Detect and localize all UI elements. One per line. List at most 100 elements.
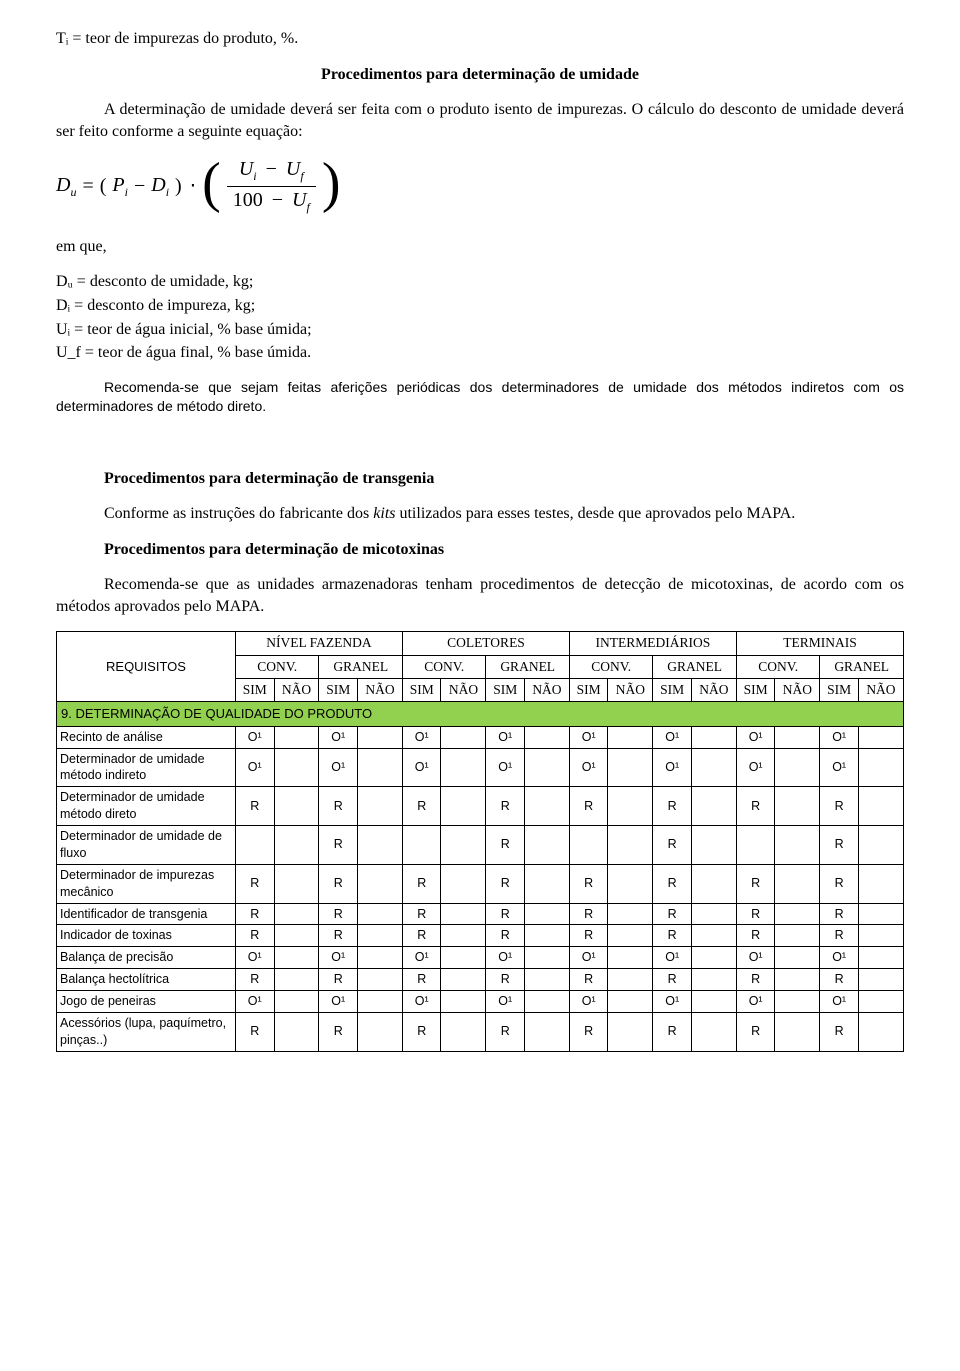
cell-nao [691,787,736,826]
table-row: Balança de precisãoO¹O¹O¹O¹O¹O¹O¹O¹ [57,947,904,969]
cell-nao [357,864,402,903]
header-sim: SIM [319,678,358,701]
header-sim: SIM [402,678,441,701]
em-que: em que, [56,236,904,258]
cell-sim: O¹ [569,947,608,969]
header-intermediarios: INTERMEDIÁRIOS [569,632,736,655]
cell-nao [441,748,486,787]
cell-sim: O¹ [486,748,525,787]
def-di: Dᵢ = desconto de impureza, kg; [56,295,904,317]
cell-nao [775,864,820,903]
cell-nao [858,903,903,925]
cell-sim: O¹ [236,947,275,969]
cell-nao [357,925,402,947]
cell-nao [608,991,653,1013]
cell-nao [858,991,903,1013]
cell-sim: R [569,864,608,903]
cell-sim: O¹ [402,991,441,1013]
cell-sim: R [569,903,608,925]
cell-nao [775,826,820,865]
cell-nao [524,864,569,903]
definitions: Dᵤ = desconto de umidade, kg; Dᵢ = desco… [56,271,904,363]
table-body: 9. DETERMINAÇÃO DE QUALIDADE DO PRODUTO R… [57,702,904,1052]
cell-sim: R [736,1012,775,1051]
row-label: Balança de precisão [57,947,236,969]
cell-sim: R [820,925,859,947]
cell-nao [691,826,736,865]
cell-sim: O¹ [736,748,775,787]
cell-sim: R [402,969,441,991]
cell-nao [274,787,319,826]
cell-sim: O¹ [736,991,775,1013]
cell-nao [608,864,653,903]
cell-sim [236,826,275,865]
cell-nao [274,969,319,991]
cell-sim: R [486,787,525,826]
cell-nao [691,925,736,947]
cell-nao [274,991,319,1013]
row-label: Identificador de transgenia [57,903,236,925]
cell-nao [691,947,736,969]
header-sim: SIM [653,678,692,701]
header-terminais: TERMINAIS [736,632,903,655]
header-nao: NÃO [441,678,486,701]
cell-sim: O¹ [736,947,775,969]
cell-sim: R [736,969,775,991]
table-row: Jogo de peneirasO¹O¹O¹O¹O¹O¹O¹O¹ [57,991,904,1013]
cell-nao [524,1012,569,1051]
header-nao: NÃO [691,678,736,701]
cell-sim: R [236,1012,275,1051]
cell-nao [775,947,820,969]
cell-nao [775,1012,820,1051]
row-label: Jogo de peneiras [57,991,236,1013]
cell-nao [608,787,653,826]
cell-sim: R [236,787,275,826]
heading-micotoxinas: Procedimentos para determinação de micot… [56,539,904,561]
cell-sim: R [820,969,859,991]
cell-sim: R [653,826,692,865]
cell-sim: O¹ [653,991,692,1013]
cell-sim: R [569,925,608,947]
header-sim: SIM [569,678,608,701]
cell-sim: R [820,826,859,865]
cell-sim: O¹ [820,991,859,1013]
section-title: 9. DETERMINAÇÃO DE QUALIDADE DO PRODUTO [57,702,904,727]
cell-nao [608,748,653,787]
cell-nao [691,903,736,925]
cell-nao [441,903,486,925]
cell-nao [858,947,903,969]
cell-sim: O¹ [569,726,608,748]
cell-sim: R [820,864,859,903]
cell-sim: R [653,864,692,903]
cell-nao [691,726,736,748]
cell-sim: O¹ [319,726,358,748]
cell-sim: O¹ [653,726,692,748]
cell-nao [691,864,736,903]
cell-nao [524,991,569,1013]
row-label: Determinador de umidade método direto [57,787,236,826]
cell-nao [441,864,486,903]
cell-sim: R [236,925,275,947]
cell-nao [441,969,486,991]
header-nao: NÃO [608,678,653,701]
cell-nao [775,787,820,826]
cell-sim: R [236,864,275,903]
cell-sim [569,826,608,865]
cell-sim: R [402,1012,441,1051]
def-uf: U_f = teor de água final, % base úmida. [56,342,904,364]
formula-du: Du = ( Pi − Di ) ⋅ ( Ui − Uf 100 − Uf ) [56,158,904,213]
cell-nao [608,903,653,925]
cell-sim: R [402,903,441,925]
cell-nao [858,1012,903,1051]
cell-nao [274,947,319,969]
cell-nao [524,947,569,969]
intro-line: Tᵢ = teor de impurezas do produto, %. [56,28,904,50]
cell-nao [775,925,820,947]
cell-sim: R [486,864,525,903]
cell-sim: R [402,864,441,903]
cell-nao [775,903,820,925]
cell-nao [524,748,569,787]
cell-nao [608,726,653,748]
cell-nao [524,787,569,826]
cell-sim [402,826,441,865]
